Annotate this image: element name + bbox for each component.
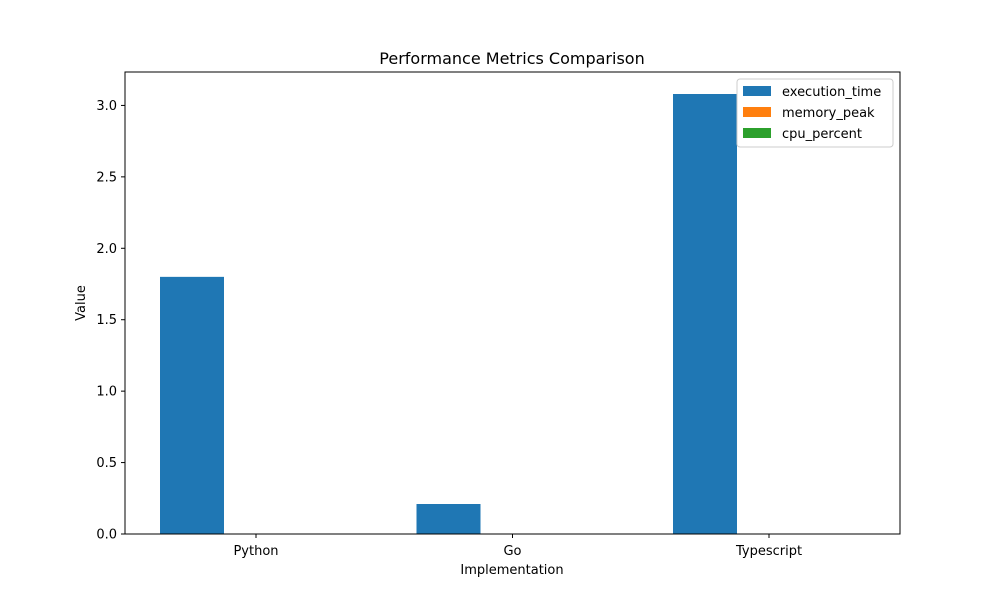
legend-label-cpu_percent: cpu_percent — [782, 127, 862, 142]
legend-label-execution_time: execution_time — [782, 85, 881, 100]
x-axis-label: Implementation — [460, 563, 563, 578]
legend: execution_time memory_peak cpu_percent — [736, 78, 894, 148]
legend-box — [736, 78, 894, 148]
bar-execution_time-typescript — [673, 94, 737, 534]
y-tick-label: 1.0 — [96, 385, 117, 400]
legend-swatch-cpu_percent — [743, 128, 771, 138]
bars-layer — [160, 94, 737, 534]
legend-swatch-memory_peak — [743, 107, 771, 117]
y-axis-label: Value — [74, 285, 89, 321]
legend-swatch-execution_time — [743, 86, 771, 96]
legend-label-memory_peak: memory_peak — [782, 106, 875, 121]
y-tick-label: 2.5 — [96, 170, 117, 185]
y-tick-label: 0.5 — [96, 456, 117, 471]
bar-execution_time-go — [416, 504, 481, 534]
axes-layer: 0.0 0.5 1.0 1.5 2.0 2.5 3.0 Python Go Typescript — [96, 71, 901, 559]
chart-title: Performance Metrics Comparison — [379, 49, 644, 68]
y-tick-label: 0.0 — [96, 528, 117, 543]
bar-execution_time-python — [160, 276, 224, 534]
y-tick-label: 1.5 — [96, 313, 117, 328]
x-tick-label: Python — [233, 544, 278, 559]
y-tick-label: 2.0 — [96, 242, 117, 257]
x-tick-label: Typescript — [735, 544, 802, 559]
y-tick-label: 3.0 — [96, 99, 117, 114]
x-tick-label: Go — [503, 544, 521, 559]
